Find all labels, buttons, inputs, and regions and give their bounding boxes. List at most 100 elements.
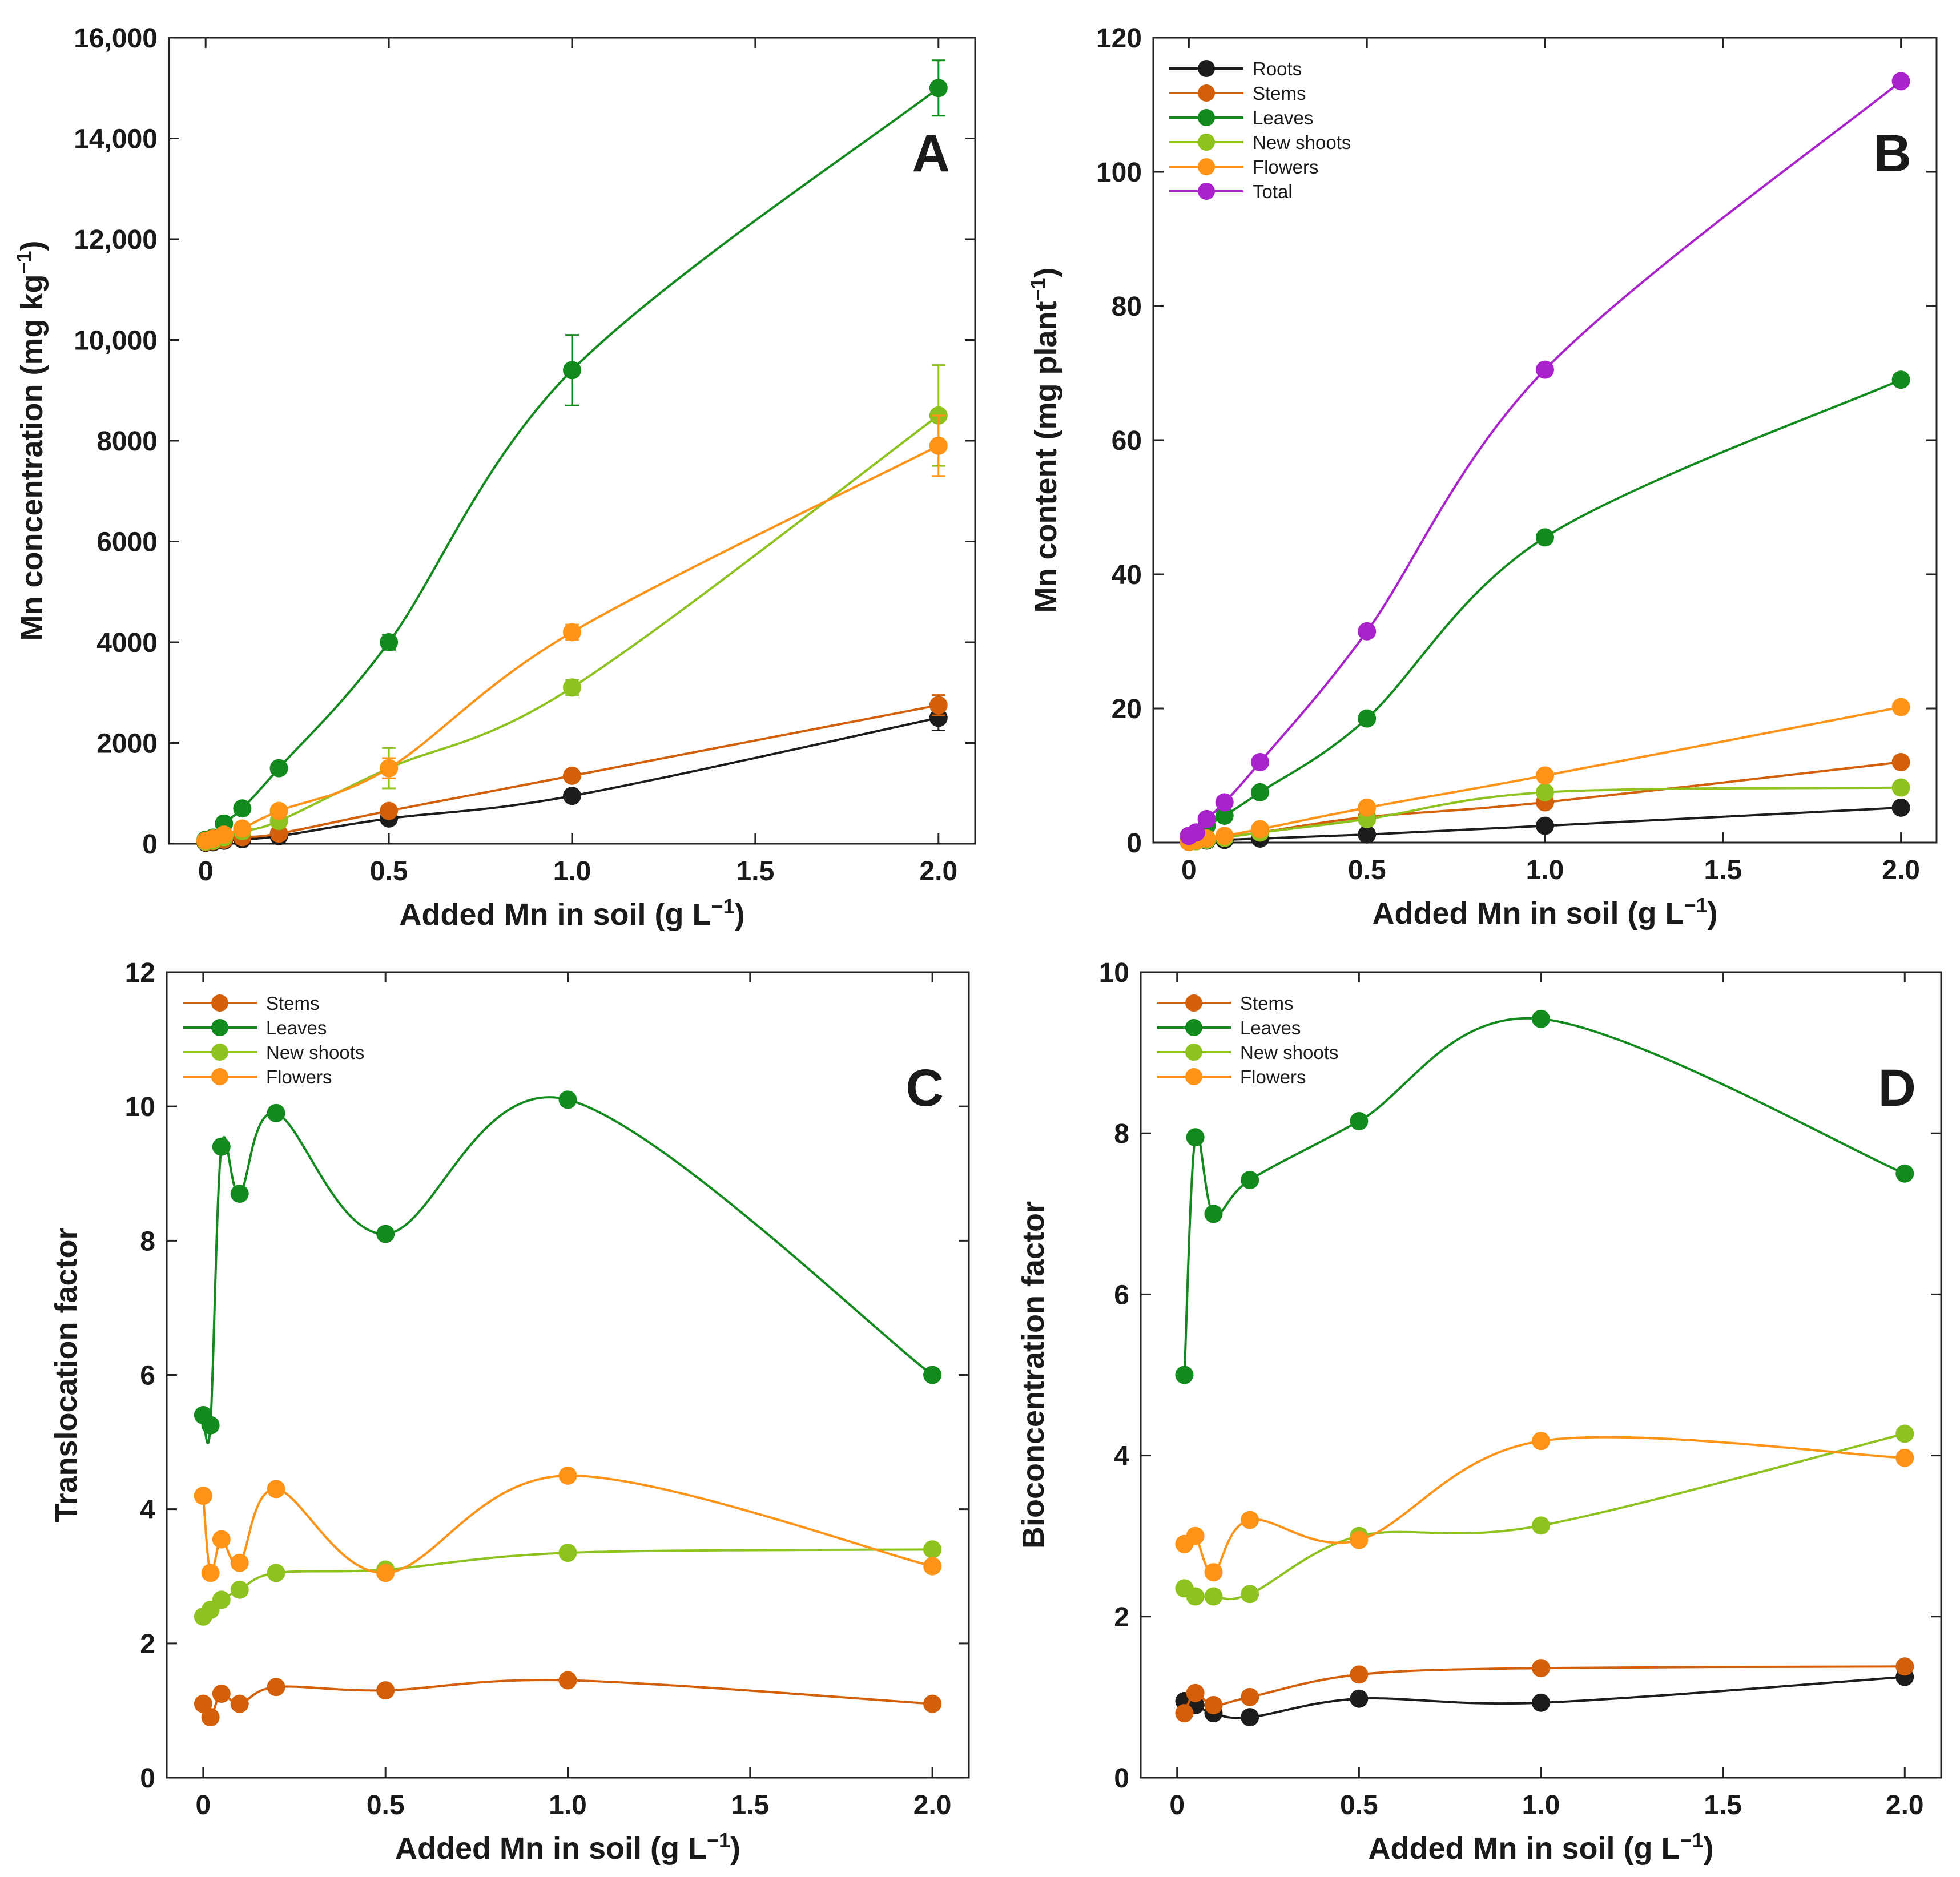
panel-d-ytick-label: 0	[1114, 1763, 1129, 1794]
panel-a-ytick-label: 4000	[96, 628, 158, 658]
panel-b-xtick-label: 2.0	[1882, 855, 1920, 885]
panel-a-ytick-label: 10,000	[74, 326, 158, 356]
panel-d-point-roots	[1532, 1693, 1550, 1712]
panel-d-point-roots	[1241, 1708, 1259, 1727]
panel-c-legend-marker-new-shoots	[211, 1044, 228, 1061]
panel-d-legend-marker-leaves	[1185, 1019, 1202, 1036]
panel-d-xtick-label: 0	[1169, 1790, 1185, 1820]
panel-a-ytick-label: 2000	[96, 729, 158, 759]
panel-c-point-leaves	[558, 1090, 577, 1109]
panel-b-ytick-label: 120	[1096, 23, 1142, 54]
panel-c-point-flowers	[201, 1564, 220, 1582]
panel-c-point-stems	[267, 1678, 285, 1697]
panel-d-point-flowers	[1186, 1526, 1205, 1545]
panel-a-point-leaves	[563, 361, 581, 380]
panel-c-point-leaves	[267, 1103, 285, 1122]
panel-b-point-total	[1358, 622, 1377, 641]
panel-d-ytick-label: 2	[1114, 1602, 1129, 1633]
panel-a-ytick-label: 8000	[96, 426, 158, 457]
panel-c-point-new-shoots	[230, 1580, 249, 1599]
panel-a-ytick-label: 14,000	[74, 124, 158, 155]
panel-d-point-leaves	[1204, 1205, 1223, 1223]
panel-a-point-leaves	[929, 79, 948, 98]
panel-c-point-flowers	[376, 1564, 395, 1582]
panel-d-point-flowers	[1204, 1563, 1223, 1582]
panel-c-ytick-label: 0	[140, 1763, 155, 1794]
panel-b-ylabel: Mn content (mg plant−1)	[1026, 268, 1064, 613]
panel-d-point-stems	[1895, 1657, 1914, 1676]
panel-c-point-flowers	[923, 1557, 942, 1576]
panel-b-legend-marker-flowers	[1198, 158, 1215, 175]
panel-b-point-total	[1536, 360, 1554, 379]
panel-b-point-stems	[1891, 753, 1910, 771]
panel-b-legend-marker-roots	[1198, 60, 1215, 77]
panel-d-point-stems	[1532, 1659, 1550, 1678]
panel-d-point-stems	[1241, 1687, 1259, 1706]
panel-d-point-new-shoots	[1186, 1587, 1205, 1606]
panel-b-legend-marker-new-shoots	[1198, 134, 1215, 151]
panel-b-point-new-shoots	[1536, 783, 1554, 801]
panel-d-point-roots	[1350, 1689, 1369, 1708]
panel-d-point-leaves	[1175, 1366, 1194, 1384]
panel-b-ytick-label: 40	[1112, 560, 1142, 590]
panel-d-ytick-label: 10	[1099, 958, 1129, 988]
panel-d-letter: D	[1878, 1059, 1916, 1117]
panel-c-point-leaves	[230, 1185, 249, 1203]
panel-a-point-flowers	[215, 825, 234, 844]
panel-d-legend-label-flowers: Flowers	[1240, 1066, 1306, 1087]
panel-a-ytick-label: 0	[142, 829, 158, 860]
[object SVGGElement]: Added Mn in soil (g L−1)	[1373, 893, 1718, 931]
panel-d-line-flowers	[1183, 1436, 1905, 1574]
panel-d-point-flowers	[1532, 1432, 1550, 1451]
panel-a-point-stems	[563, 766, 581, 785]
panel-a-chart: 0 0.5 1.0 1.5 2.0 0 2000 4000 6000 8000 10,000 12,0…	[12, 23, 976, 932]
panel-b-point-leaves	[1251, 783, 1270, 801]
panel-c-xtick-label: 0.5	[367, 1790, 405, 1820]
panel-b-xtick-label: 0.5	[1348, 855, 1386, 885]
panel-c-ytick-label: 2	[140, 1629, 155, 1660]
panel-c-ytick-label: 6	[140, 1361, 155, 1391]
panel-b-point-new-shoots	[1891, 778, 1910, 797]
panel-a-point-leaves	[380, 633, 399, 651]
panel-b-legend-label-new-shoots: New shoots	[1253, 132, 1351, 153]
panel-d-point-leaves	[1241, 1171, 1259, 1190]
panel-a-xtick-label: 0	[198, 856, 214, 887]
panel-d-point-flowers	[1895, 1448, 1914, 1467]
panel-c-point-stems	[201, 1708, 220, 1727]
panel-c-point-leaves	[201, 1416, 220, 1435]
panel-a-ylabel: Mn concentration (mg kg−1)	[12, 240, 50, 641]
panel-c-point-new-shoots	[212, 1590, 231, 1609]
panel-b-ytick-label: 0	[1126, 828, 1142, 859]
panel-c-letter: C	[906, 1059, 944, 1117]
panel-b-legend-marker-stems	[1198, 84, 1215, 102]
panel-a-point-stems	[380, 801, 399, 820]
panel-b-point-roots	[1358, 825, 1377, 844]
panel-c-xtick-label: 0	[196, 1790, 211, 1820]
panel-c-line-leaves	[202, 1096, 933, 1445]
panel-b-legend-label-leaves: Leaves	[1253, 107, 1313, 128]
panel-c-legend-marker-stems	[211, 994, 228, 1012]
panel-d-legend-marker-new-shoots	[1185, 1044, 1202, 1061]
panel-c-xtick-label: 1.5	[731, 1790, 769, 1820]
panel-d-point-stems	[1186, 1683, 1205, 1702]
panel-c-legend-label-stems: Stems	[266, 993, 320, 1014]
panel-c-point-stems	[212, 1685, 231, 1703]
panel-a-point-flowers	[269, 801, 288, 820]
panel-b-chart: 0 0.5 1.0 1.5 2.0 0 20 40 60 80 100 120 Added Mn in …	[1026, 23, 1938, 931]
panel-a-point-flowers	[233, 819, 252, 838]
panel-a-xtick-label: 1.5	[736, 856, 775, 887]
panel-d-point-leaves	[1350, 1112, 1369, 1131]
panel-c-point-leaves	[376, 1225, 395, 1243]
panel-c-xtick-label: 1.0	[549, 1790, 587, 1820]
panel-b-point-leaves	[1215, 807, 1234, 825]
panel-a-frame	[168, 37, 976, 845]
panel-a-xtick-label: 0.5	[370, 856, 408, 887]
panel-b-point-flowers	[1215, 827, 1234, 845]
panel-d-point-leaves	[1186, 1128, 1205, 1147]
panel-b-ytick-label: 80	[1112, 292, 1142, 322]
panel-d-ytick-label: 4	[1114, 1441, 1129, 1472]
panel-d-point-leaves	[1532, 1009, 1550, 1028]
[object SVGGElement]: Added Mn in soil (g L−1)	[400, 895, 745, 932]
panel-b-legend-label-stems: Stems	[1253, 83, 1306, 104]
